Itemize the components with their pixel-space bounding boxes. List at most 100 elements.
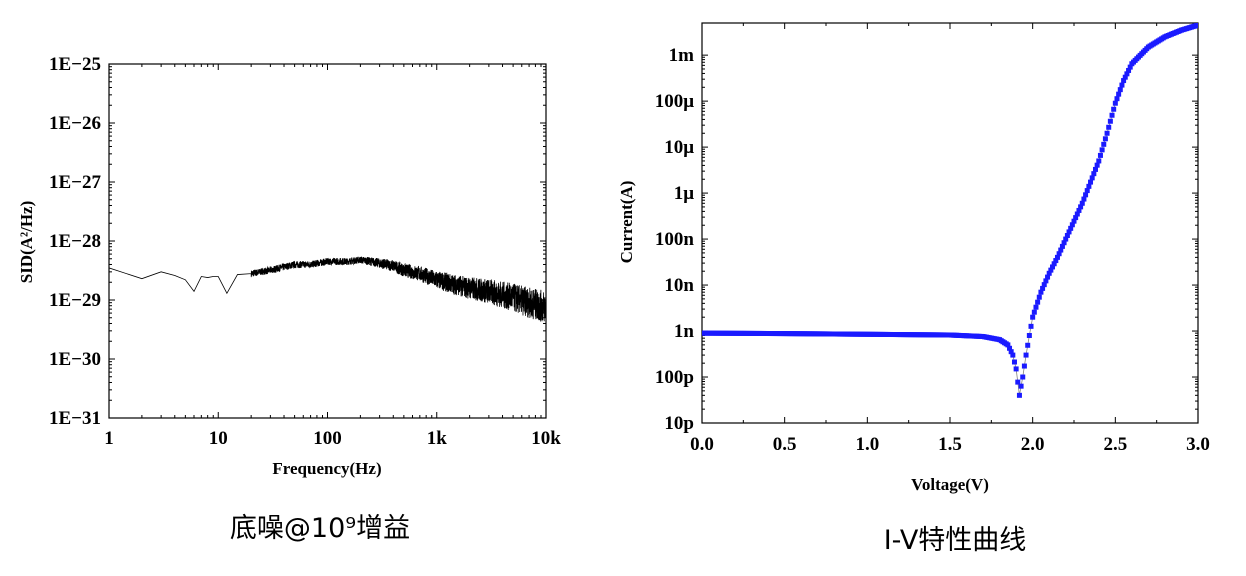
iv-data-point (1111, 106, 1117, 112)
y-tick-label: 1E−31 (49, 408, 101, 429)
iv-tick-labels: 0.0 0.5 1.0 1.5 2.0 2.5 3.0 10p 100p 1n 10n 100n 1μ 1… (655, 45, 1210, 455)
y-tick-label: 1E−26 (49, 113, 101, 134)
iv-data-point (1099, 147, 1105, 153)
x-tick-label: 1.0 (855, 434, 879, 455)
iv-data-point (1016, 392, 1022, 398)
iv-data-point (1127, 64, 1133, 70)
y-tick-label: 100μ (655, 91, 695, 112)
iv-data-point (1074, 211, 1080, 217)
y-tick-label: 10n (664, 275, 694, 296)
iv-data-point (1020, 374, 1026, 380)
iv-data-point (1088, 179, 1094, 185)
x-tick-label: 1k (427, 428, 448, 449)
iv-data-point (1046, 270, 1052, 276)
y-tick-label: 10p (664, 413, 694, 434)
iv-data-point (1013, 366, 1019, 372)
y-tick-label: 1m (669, 45, 695, 66)
noise-axis-ticks (108, 63, 547, 419)
iv-axis-ticks (701, 23, 1199, 424)
iv-data-point (1096, 158, 1102, 164)
iv-data-point (1011, 359, 1017, 365)
iv-data-point (1124, 71, 1130, 77)
iv-data-point (1064, 232, 1070, 238)
iv-data-point (1025, 342, 1031, 348)
y-tick-label: 100p (655, 367, 694, 388)
iv-data-point (1116, 91, 1122, 97)
iv-data-point (1066, 229, 1072, 235)
iv-data-point (1073, 215, 1079, 221)
iv-data-point (1026, 332, 1032, 338)
iv-data-point (1121, 78, 1127, 84)
iv-data-point (1056, 251, 1062, 257)
y-tick-label: 1μ (674, 183, 695, 204)
iv-data-point (1078, 204, 1084, 210)
iv-data-point (1071, 218, 1077, 224)
iv-data-point (1015, 379, 1021, 385)
iv-data-point (1106, 124, 1112, 130)
iv-data-point (1021, 363, 1027, 369)
iv-data-point (1086, 183, 1092, 189)
iv-data-point (1122, 74, 1128, 80)
iv-data-point (1023, 352, 1029, 358)
x-tick-label: 10k (531, 428, 561, 449)
iv-data-point (1033, 304, 1039, 310)
iv-data-point (1079, 200, 1085, 206)
iv-data-point (1195, 23, 1198, 28)
iv-data-point (1104, 130, 1110, 136)
iv-data-point (1040, 285, 1046, 291)
x-tick-label: 1 (104, 428, 114, 449)
iv-data-point (1059, 243, 1065, 249)
iv-data-point (1109, 112, 1115, 118)
iv-data-point (1005, 342, 1011, 348)
iv-data-point (1114, 96, 1120, 102)
x-tick-label: 100 (313, 428, 342, 449)
noise-chart: 1 10 100 1k 10k 1E−25 1E−26 1E−27 1E−28 1E−29 1E−3… (17, 54, 561, 544)
iv-data-point (1107, 118, 1113, 124)
y-tick-label: 1E−28 (49, 231, 101, 252)
iv-data-point (1028, 323, 1034, 329)
y-tick-label: 1E−30 (49, 349, 101, 370)
x-tick-label: 10 (209, 428, 228, 449)
iv-data-point (1083, 192, 1089, 198)
iv-data-point (1069, 222, 1075, 228)
iv-data-point (1041, 282, 1047, 288)
x-tick-label: 0.5 (773, 434, 797, 455)
iv-data-point (1018, 383, 1024, 389)
iv-series-points (702, 23, 1198, 398)
iv-data-point (1050, 264, 1056, 270)
iv-data-point (1102, 136, 1108, 142)
x-tick-label: 3.0 (1186, 434, 1210, 455)
x-tick-label: 1.5 (938, 434, 962, 455)
iv-caption: I-V特性曲线 (884, 525, 1027, 556)
iv-data-point (1008, 349, 1014, 355)
x-tick-label: 2.0 (1021, 434, 1045, 455)
iv-data-point (1119, 82, 1125, 88)
noise-x-axis-title: Frequency(Hz) (272, 459, 381, 478)
y-tick-label: 1E−25 (49, 54, 101, 75)
x-tick-label: 2.5 (1103, 434, 1127, 455)
iv-data-point (1076, 207, 1082, 213)
iv-data-point (1054, 254, 1060, 260)
y-tick-label: 1E−27 (49, 172, 101, 193)
iv-data-point (1097, 152, 1103, 158)
iv-data-point (1112, 100, 1118, 106)
iv-data-point (1094, 162, 1100, 168)
iv-data-point (1035, 299, 1041, 305)
iv-data-point (1089, 175, 1095, 181)
iv-data-point (1084, 188, 1090, 194)
iv-data-point (1068, 225, 1074, 231)
y-tick-label: 1n (674, 321, 695, 342)
iv-data-point (1030, 314, 1036, 320)
noise-plot-frame (108, 63, 547, 419)
iv-data-point (1117, 87, 1123, 93)
noise-caption: 底噪@10⁹增益 (230, 513, 410, 544)
iv-data-point (1031, 309, 1037, 315)
iv-data-point (1048, 267, 1054, 273)
iv-data-point (1043, 278, 1049, 284)
iv-data-point (1036, 294, 1042, 300)
iv-data-point (1051, 261, 1057, 267)
noise-tick-labels: 1 10 100 1k 10k 1E−25 1E−26 1E−27 1E−28 1E−29 1E−3… (49, 54, 561, 449)
iv-data-point (1061, 240, 1067, 246)
iv-data-point (1081, 196, 1087, 202)
